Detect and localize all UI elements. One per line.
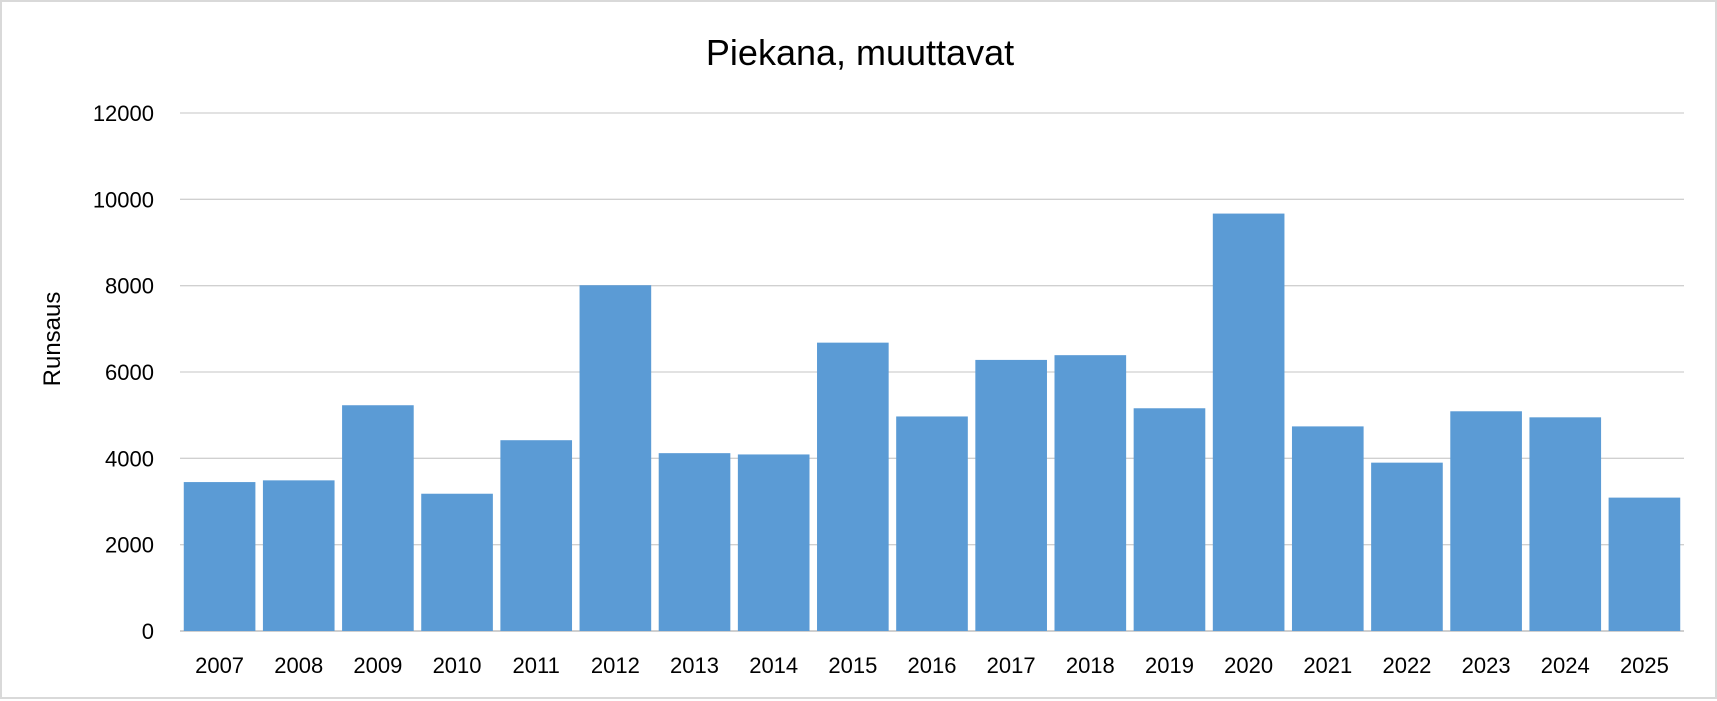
bar-2013 xyxy=(658,453,731,631)
bar-2011 xyxy=(500,440,573,631)
x-tick-label: 2016 xyxy=(908,653,957,678)
y-tick-label: 10000 xyxy=(93,187,154,212)
y-tick-label: 2000 xyxy=(105,533,154,558)
x-tick-label: 2014 xyxy=(749,653,798,678)
x-tick-label: 2008 xyxy=(274,653,323,678)
bar-2010 xyxy=(421,493,493,631)
bar-2020 xyxy=(1212,213,1285,631)
x-tick-label: 2023 xyxy=(1462,653,1511,678)
x-tick-label: 2010 xyxy=(433,653,482,678)
bar-2008 xyxy=(262,480,335,631)
bar-2024 xyxy=(1529,417,1602,631)
x-tick-label: 2018 xyxy=(1066,653,1115,678)
x-tick-label: 2021 xyxy=(1303,653,1352,678)
x-tick-label: 2019 xyxy=(1145,653,1194,678)
x-tick-label: 2011 xyxy=(513,653,560,678)
x-tick-label: 2024 xyxy=(1541,653,1590,678)
x-tick-label: 2012 xyxy=(591,653,640,678)
bar-2012 xyxy=(579,285,652,631)
bar-2025 xyxy=(1608,497,1681,631)
bar-2015 xyxy=(817,342,889,631)
y-tick-label: 8000 xyxy=(105,274,154,299)
bar-2019 xyxy=(1133,408,1206,631)
x-tick-label: 2020 xyxy=(1224,653,1273,678)
y-tick-label: 4000 xyxy=(105,446,154,471)
y-tick-labels: 0 2000 4000 6000 8000 10000 12000 xyxy=(93,101,154,644)
bar-2023 xyxy=(1450,411,1522,631)
x-tick-label: 2009 xyxy=(353,653,402,678)
x-tick-label: 2022 xyxy=(1382,653,1431,678)
bars xyxy=(183,213,1681,631)
bar-2022 xyxy=(1371,462,1443,631)
x-tick-labels: 2007 2008 2009 2010 2011 2012 2013 2014 2015 2016… xyxy=(195,653,1669,678)
bar-2007 xyxy=(183,482,256,631)
x-tick-label: 2017 xyxy=(987,653,1036,678)
bar-2021 xyxy=(1291,426,1364,631)
y-tick-label: 0 xyxy=(142,619,154,644)
x-tick-label: 2013 xyxy=(670,653,719,678)
bar-2018 xyxy=(1054,355,1127,631)
bar-2009 xyxy=(342,405,414,631)
y-tick-label: 12000 xyxy=(93,101,154,126)
chart-title: Piekana, muuttavat xyxy=(706,32,1014,73)
y-tick-label: 6000 xyxy=(105,360,154,385)
y-axis-label: Runsaus xyxy=(39,292,66,387)
x-tick-label: 2015 xyxy=(828,653,877,678)
bar-2016 xyxy=(896,416,968,631)
x-tick-label: 2025 xyxy=(1620,653,1669,678)
bar-2014 xyxy=(737,454,810,631)
bar-2017 xyxy=(975,359,1047,631)
x-tick-label: 2007 xyxy=(195,653,244,678)
